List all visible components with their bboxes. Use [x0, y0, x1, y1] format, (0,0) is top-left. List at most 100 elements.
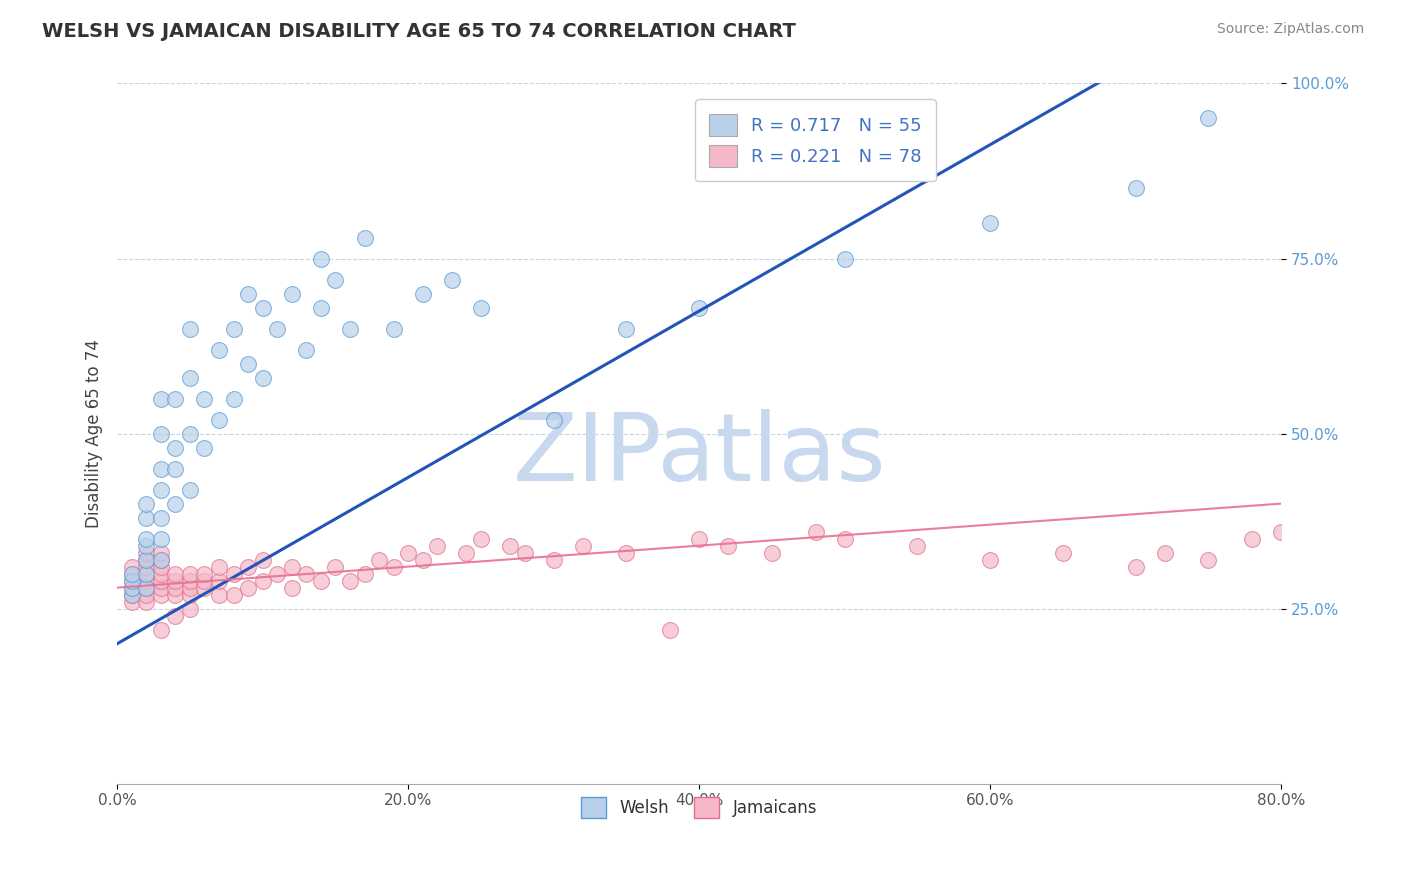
Point	[382, 559, 405, 574]
Point	[165, 566, 187, 581]
Point	[236, 559, 259, 574]
Point	[135, 552, 157, 566]
Point	[149, 546, 172, 560]
Point	[513, 546, 536, 560]
Point	[149, 426, 172, 441]
Point	[121, 595, 143, 609]
Point	[149, 483, 172, 497]
Point	[193, 441, 215, 455]
Point	[135, 581, 157, 595]
Point	[149, 559, 172, 574]
Point	[222, 321, 245, 335]
Point	[179, 426, 201, 441]
Point	[1197, 112, 1219, 126]
Point	[179, 566, 201, 581]
Point	[309, 574, 332, 588]
Point	[368, 552, 391, 566]
Point	[571, 539, 593, 553]
Point	[149, 532, 172, 546]
Point	[543, 552, 565, 566]
Point	[470, 301, 492, 315]
Point	[208, 412, 231, 426]
Point	[295, 343, 318, 357]
Point	[353, 230, 375, 244]
Y-axis label: Disability Age 65 to 74: Disability Age 65 to 74	[86, 339, 103, 528]
Point	[1153, 546, 1175, 560]
Point	[179, 370, 201, 384]
Point	[165, 441, 187, 455]
Point	[834, 532, 856, 546]
Point	[543, 412, 565, 426]
Point	[281, 559, 304, 574]
Point	[179, 601, 201, 615]
Point	[236, 286, 259, 301]
Point	[616, 321, 638, 335]
Point	[135, 546, 157, 560]
Point	[266, 321, 288, 335]
Point	[353, 566, 375, 581]
Point	[309, 252, 332, 266]
Point	[382, 321, 405, 335]
Point	[121, 581, 143, 595]
Point	[149, 552, 172, 566]
Point	[396, 546, 419, 560]
Point	[426, 539, 449, 553]
Point	[165, 574, 187, 588]
Point	[135, 581, 157, 595]
Legend: Welsh, Jamaicans: Welsh, Jamaicans	[575, 790, 824, 824]
Point	[281, 581, 304, 595]
Point	[121, 588, 143, 602]
Point	[1270, 524, 1292, 539]
Point	[616, 546, 638, 560]
Point	[252, 574, 274, 588]
Point	[1197, 552, 1219, 566]
Point	[135, 588, 157, 602]
Point	[149, 588, 172, 602]
Point	[412, 552, 434, 566]
Point	[1125, 181, 1147, 195]
Point	[193, 566, 215, 581]
Point	[252, 552, 274, 566]
Point	[121, 566, 143, 581]
Point	[470, 532, 492, 546]
Point	[149, 461, 172, 475]
Point	[149, 566, 172, 581]
Point	[208, 559, 231, 574]
Point	[804, 524, 827, 539]
Point	[659, 623, 682, 637]
Point	[135, 552, 157, 566]
Point	[222, 588, 245, 602]
Point	[121, 559, 143, 574]
Point	[193, 581, 215, 595]
Point	[149, 574, 172, 588]
Point	[266, 566, 288, 581]
Point	[121, 581, 143, 595]
Point	[121, 574, 143, 588]
Text: ZIPatlas: ZIPatlas	[512, 409, 886, 500]
Point	[165, 581, 187, 595]
Point	[1052, 546, 1074, 560]
Point	[979, 217, 1001, 231]
Point	[236, 357, 259, 371]
Point	[135, 595, 157, 609]
Point	[165, 392, 187, 406]
Point	[208, 343, 231, 357]
Point	[179, 483, 201, 497]
Point	[135, 532, 157, 546]
Point	[121, 566, 143, 581]
Point	[179, 588, 201, 602]
Point	[440, 272, 463, 286]
Point	[309, 301, 332, 315]
Point	[179, 574, 201, 588]
Point	[135, 559, 157, 574]
Point	[688, 301, 710, 315]
Point	[179, 581, 201, 595]
Point	[761, 546, 783, 560]
Point	[252, 370, 274, 384]
Point	[165, 588, 187, 602]
Point	[208, 574, 231, 588]
Point	[149, 510, 172, 524]
Point	[222, 566, 245, 581]
Point	[281, 286, 304, 301]
Point	[979, 552, 1001, 566]
